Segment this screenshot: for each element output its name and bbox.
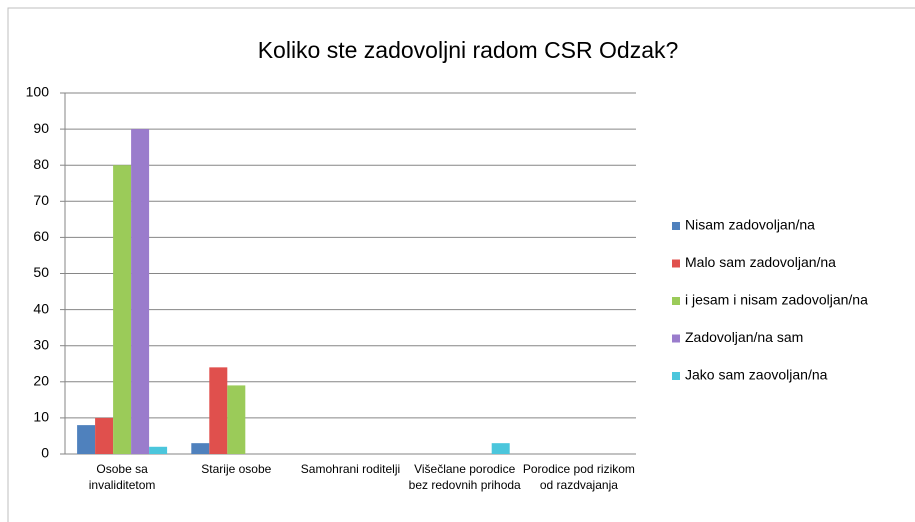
legend-swatch <box>672 297 680 305</box>
y-tick-label: 80 <box>33 156 49 172</box>
x-tick-label: Samohrani roditelji <box>300 462 401 476</box>
chart-title: Koliko ste zadovoljni radom CSR Odzak? <box>258 37 679 63</box>
bar <box>149 446 168 454</box>
legend-swatch <box>672 372 680 380</box>
x-tick-label: Osobe sa invaliditetom <box>88 462 156 492</box>
legend-label: Nisam zadovoljan/na <box>685 217 815 233</box>
legend-swatch <box>672 222 680 230</box>
bar <box>77 425 96 454</box>
bar <box>227 385 246 454</box>
legend-label: Jako sam zaovoljan/na <box>685 367 828 383</box>
bar <box>191 443 210 454</box>
bar <box>491 443 510 454</box>
y-tick-label: 60 <box>33 228 49 244</box>
legend-label: i jesam i nisam zadovoljan/na <box>685 292 868 308</box>
y-tick-label: 30 <box>33 336 49 352</box>
y-tick-label: 20 <box>33 373 49 389</box>
y-tick-label: 70 <box>33 192 49 208</box>
legend-label: Zadovoljan/na sam <box>685 329 803 345</box>
legend-swatch <box>672 259 680 268</box>
legend-swatch <box>672 334 680 343</box>
bar <box>95 417 114 454</box>
bar <box>131 129 150 454</box>
x-tick-label: Porodice pod rizikom od razdvajanja <box>522 462 635 492</box>
y-tick-label: 40 <box>33 300 49 316</box>
chart-border <box>7 7 915 522</box>
y-tick-label: 10 <box>33 409 49 425</box>
y-tick-label: 100 <box>26 84 50 100</box>
x-tick-label: Višečlane porodice bez redovnih prihoda <box>408 462 521 492</box>
legend-label: Malo sam zadovoljan/na <box>685 254 836 270</box>
y-tick-label: 90 <box>33 120 49 136</box>
x-tick-label: Starije osobe <box>201 462 272 476</box>
y-tick-label: 0 <box>41 445 49 461</box>
y-tick-label: 50 <box>33 264 49 280</box>
bar <box>209 367 228 454</box>
bar <box>113 165 132 454</box>
